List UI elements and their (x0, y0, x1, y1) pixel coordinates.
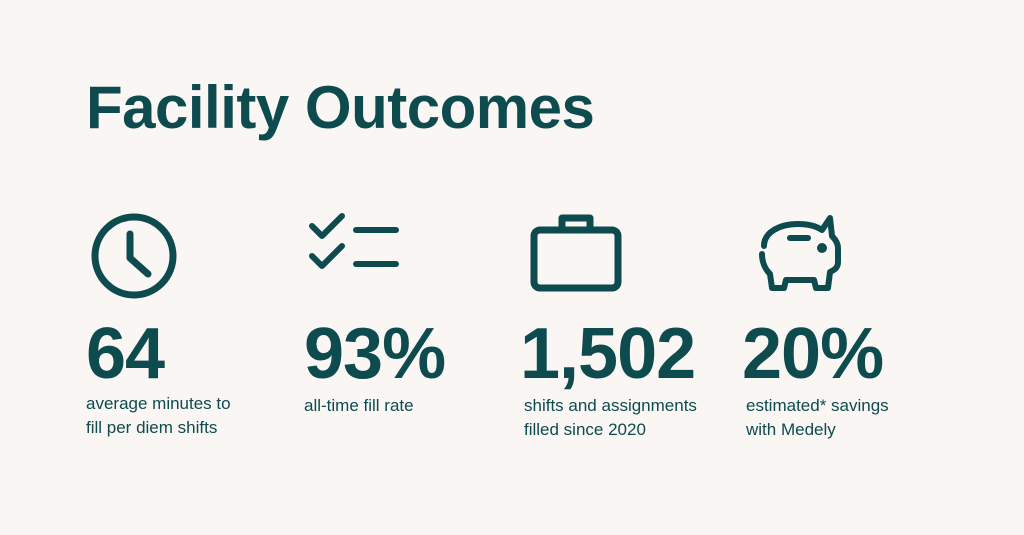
stat-caption-line: all-time fill rate (304, 396, 414, 415)
stat-value: 20% (742, 314, 884, 394)
stat-caption: average minutes to fill per diem shifts (86, 392, 231, 440)
checklist-icon (304, 208, 400, 304)
stat-caption: estimated* savings with Medely (746, 394, 889, 442)
stat-caption: all-time fill rate (304, 394, 414, 418)
stat-caption: shifts and assignments filled since 2020 (524, 394, 697, 442)
stat-caption-line: shifts and assignments (524, 396, 697, 415)
clock-icon (86, 208, 182, 304)
briefcase-icon (528, 208, 624, 304)
piggy-bank-icon (750, 208, 846, 304)
page-title: Facility Outcomes (86, 74, 595, 141)
stat-caption-line: with Medely (746, 420, 836, 439)
stat-value: 1,502 (520, 314, 696, 394)
stat-caption-line: estimated* savings (746, 396, 889, 415)
stat-caption-line: average minutes to (86, 394, 231, 413)
stat-caption-line: fill per diem shifts (86, 418, 218, 437)
stat-value: 64 (86, 314, 165, 394)
stat-caption-line: filled since 2020 (524, 420, 646, 439)
stat-value: 93% (304, 314, 446, 394)
